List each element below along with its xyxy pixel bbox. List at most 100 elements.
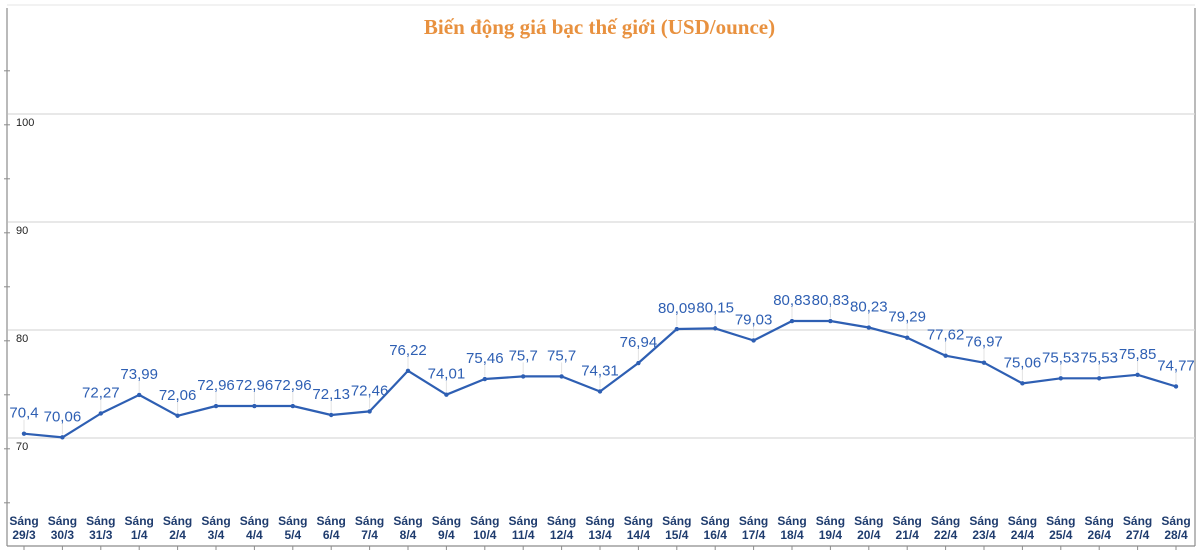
data-label: 75,7: [509, 347, 538, 364]
x-tick-label: 25/4: [1049, 528, 1073, 542]
x-tick-label: 7/4: [361, 528, 378, 542]
x-tick-label: Sáng: [624, 514, 653, 528]
x-tick-label: Sáng: [701, 514, 730, 528]
data-point-marker: [981, 360, 987, 365]
data-label: 72,96: [274, 377, 312, 394]
data-point-marker: [1173, 384, 1179, 389]
x-tick-label: 29/3: [12, 528, 36, 542]
x-tick-label: Sáng: [662, 514, 691, 528]
x-tick-label: 19/4: [819, 528, 843, 542]
data-point-marker: [1097, 376, 1102, 381]
data-point-marker: [713, 326, 718, 331]
data-point-marker: [290, 403, 295, 409]
data-label: 77,62: [927, 327, 965, 344]
data-point-marker: [367, 409, 372, 414]
x-tick-label: 10/4: [473, 528, 497, 542]
x-tick-label: Sáng: [777, 514, 806, 528]
x-tick-label: Sáng: [854, 514, 883, 528]
x-tick-label: Sáng: [509, 514, 538, 528]
data-label: 74,01: [428, 366, 466, 383]
data-point-marker: [1058, 376, 1064, 381]
x-tick-label: 21/4: [896, 528, 920, 542]
data-point-marker: [559, 374, 564, 379]
x-tick-label: Sáng: [1123, 514, 1152, 528]
x-tick-label: 24/4: [1011, 528, 1035, 542]
plot-frame: [4, 4, 1196, 550]
x-tick-label: Sáng: [201, 514, 230, 528]
data-label: 72,27: [82, 384, 120, 401]
data-label: 75,53: [1042, 349, 1080, 366]
data-point-marker: [789, 318, 795, 324]
x-tick-label: Sáng: [355, 514, 384, 528]
x-tick-label: Sáng: [470, 514, 499, 528]
data-label: 72,13: [312, 386, 350, 403]
data-point-marker: [329, 412, 334, 418]
y-tick-label: 90: [16, 225, 28, 237]
x-tick-label: 9/4: [438, 528, 455, 542]
y-tick-label: 70: [16, 441, 28, 453]
x-tick-label: 6/4: [323, 528, 340, 542]
y-tick-label: 100: [16, 117, 34, 129]
x-tick-label: 1/4: [131, 528, 148, 542]
x-tick-label: 13/4: [588, 528, 612, 542]
x-tick-label: 4/4: [246, 528, 263, 542]
data-label: 72,06: [159, 387, 197, 404]
data-point-marker: [521, 374, 526, 379]
x-tick-label: Sáng: [1008, 514, 1037, 528]
data-label: 70,06: [44, 408, 82, 425]
x-tick-label: Sáng: [48, 514, 77, 528]
y-tick-label: 80: [16, 333, 28, 345]
data-label: 73,99: [120, 366, 158, 383]
data-point-marker: [98, 411, 104, 416]
x-tick-label: Sáng: [9, 514, 38, 528]
data-label: 72,96: [197, 377, 235, 394]
data-point-marker: [482, 376, 487, 382]
data-point-marker: [1135, 372, 1140, 378]
data-point-marker: [943, 353, 948, 358]
data-label: 80,15: [696, 299, 734, 316]
x-tick-label: Sáng: [163, 514, 192, 528]
data-point-marker: [252, 403, 257, 409]
x-tick-label: 14/4: [627, 528, 651, 542]
data-point-marker: [213, 403, 219, 409]
data-point-marker: [1020, 381, 1025, 386]
data-label: 80,83: [773, 292, 811, 309]
data-point-marker: [175, 413, 180, 418]
x-tick-label: 26/4: [1088, 528, 1112, 542]
x-tick-label: Sáng: [893, 514, 922, 528]
data-point-marker: [905, 335, 910, 340]
data-label: 70,4: [9, 405, 38, 422]
x-tick-label: 16/4: [704, 528, 728, 542]
data-label: 75,85: [1119, 346, 1157, 363]
x-tick-label: 28/4: [1164, 528, 1188, 542]
data-label: 76,97: [965, 334, 1003, 351]
data-point-marker: [674, 326, 679, 332]
data-point-marker: [751, 338, 756, 343]
data-point-marker: [866, 325, 871, 330]
y-axis-ticks: 70 80 90 100: [16, 117, 34, 453]
data-point-marker: [60, 435, 65, 440]
x-tick-label: 8/4: [400, 528, 417, 542]
data-label: 79,03: [735, 311, 773, 328]
x-tick-label: Sáng: [1046, 514, 1075, 528]
data-label: 75,46: [466, 350, 504, 367]
data-label: 75,06: [1004, 354, 1042, 371]
x-tick-label: Sáng: [547, 514, 576, 528]
x-tick-label: 20/4: [857, 528, 881, 542]
data-label: 75,7: [547, 347, 576, 364]
data-point-marker: [636, 360, 641, 366]
x-tick-label: Sáng: [317, 514, 346, 528]
data-point-marker: [137, 392, 142, 398]
data-label: 74,31: [581, 362, 619, 379]
data-point-marker: [21, 431, 27, 436]
x-tick-label: Sáng: [1161, 514, 1190, 528]
x-tick-label: Sáng: [393, 514, 422, 528]
data-label: 80,23: [850, 299, 888, 316]
data-label: 72,96: [236, 377, 274, 394]
x-tick-label: Sáng: [969, 514, 998, 528]
x-tick-label: Sáng: [278, 514, 307, 528]
x-tick-label: 22/4: [934, 528, 958, 542]
